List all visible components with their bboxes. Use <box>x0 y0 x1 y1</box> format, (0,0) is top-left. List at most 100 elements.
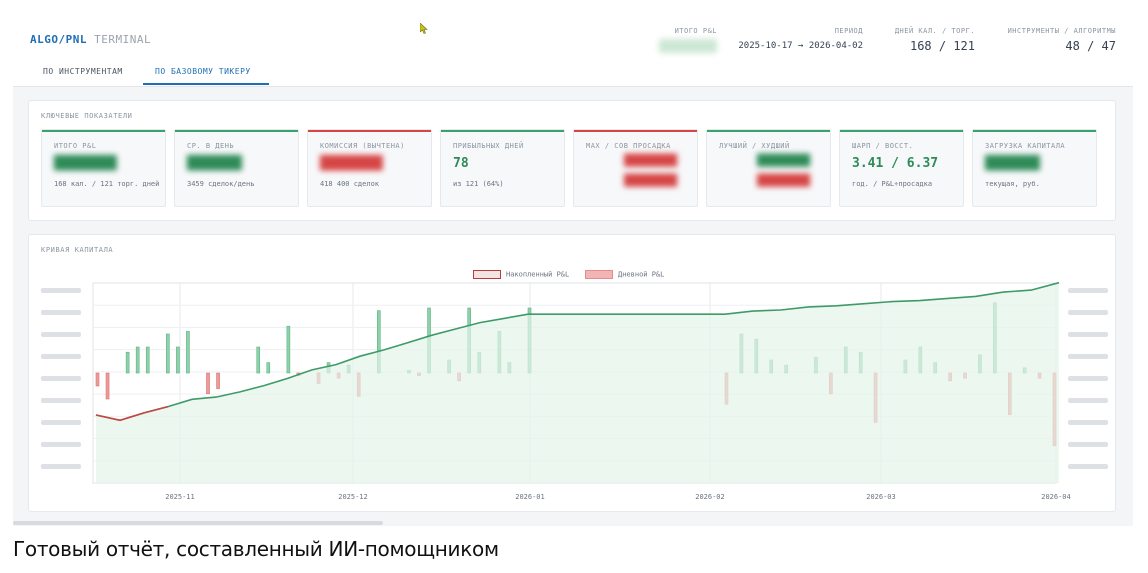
y-tick-left-blurred <box>41 376 81 381</box>
kpi-label: ПРИБЫЛЬНЫХ ДНЕЙ <box>453 142 524 150</box>
kpi-label: КОМИССИЯ (ВЫЧТЕНА) <box>320 142 405 150</box>
image-caption: Готовый отчёт, составленный ИИ-помощнико… <box>13 537 499 561</box>
y-tick-right-blurred <box>1068 420 1108 425</box>
instruments-value: 48 / 47 <box>1065 39 1116 53</box>
legend-label-cumulative: Накопленный P&L <box>506 270 570 279</box>
kpi-subtext: из 121 (64%) <box>453 180 504 188</box>
tab-by-base-ticker[interactable]: ПО БАЗОВОМУ ТИКЕРУ <box>155 67 251 76</box>
x-tick-label: 2026-02 <box>695 493 725 501</box>
y-tick-right-blurred <box>1068 442 1108 447</box>
y-tick-left-blurred <box>41 354 81 359</box>
days-label: ДНЕЙ КАЛ. / ТОРГ. <box>894 27 975 35</box>
legend-daily[interactable]: Дневной P&L <box>585 270 664 279</box>
cumulative-pnl-line-negative <box>95 405 169 422</box>
y-tick-right-blurred <box>1068 464 1108 469</box>
kpi-subtext: 168 кал. / 121 торг. дней <box>54 180 160 188</box>
y-tick-right-blurred <box>1068 310 1108 315</box>
horizontal-scrollbar[interactable] <box>13 521 383 525</box>
legend-label-daily: Дневной P&L <box>618 270 665 279</box>
daily-pnl-bar <box>206 372 210 395</box>
equity-section-title: КРИВАЯ КАПИТАЛА <box>41 246 114 254</box>
kpi-card: ШАРП / ВОССТ. 3.41 / 6.37 год. / P&L÷проса… <box>839 129 964 207</box>
instruments-summary: ИНСТРУМЕНТЫ / АЛГОРИТМЫ 48 / 47 <box>995 27 1116 53</box>
kpi-section-title: КЛЮЧЕВЫЕ ПОКАЗАТЕЛИ <box>41 112 133 120</box>
kpi-accent-bar <box>441 130 564 132</box>
kpi-value: ███████ <box>187 156 242 171</box>
y-tick-right-blurred <box>1068 288 1108 293</box>
kpi-label: СР. В ДЕНЬ <box>187 142 235 150</box>
total-pnl-value: ████████ <box>659 39 717 53</box>
kpi-label: MAX / СОВ ПРОСАДКА <box>586 142 671 150</box>
tab-bar: ПО ИНСТРУМЕНТАМ ПО БАЗОВОМУ ТИКЕРУ <box>13 60 1133 87</box>
daily-pnl-bar <box>145 346 150 374</box>
kpi-card: СР. В ДЕНЬ ███████ 3459 сделок/день <box>174 129 299 207</box>
kpi-accent-bar <box>175 130 298 132</box>
kpi-value-tertiary: ████████ <box>757 174 810 187</box>
total-pnl-label: ИТОГО P&L <box>674 27 717 35</box>
daily-pnl-bar <box>216 372 220 389</box>
daily-pnl-bar <box>105 372 110 400</box>
kpi-value: 78 <box>453 156 469 171</box>
y-tick-right-blurred <box>1068 354 1108 359</box>
x-tick-label: 2026-04 <box>1041 493 1071 501</box>
kpi-card: ИТОГО P&L ████████ 168 кал. / 121 торг. дн… <box>41 129 166 207</box>
y-tick-left-blurred <box>41 398 81 403</box>
kpi-card: ЛУЧШИЙ / ХУДШИЙ ████████ ████████ <box>706 129 831 207</box>
daily-pnl-bar <box>166 333 170 374</box>
period-value: 2025-10-17 → 2026-04-02 <box>738 41 863 51</box>
period-summary: ПЕРИОД 2025-10-17 → 2026-04-02 <box>733 27 863 51</box>
kpi-value: ███████ <box>985 156 1040 171</box>
days-value: 168 / 121 <box>909 39 975 53</box>
y-tick-left-blurred <box>41 420 81 425</box>
kpi-value-tertiary: ████████ <box>624 174 677 187</box>
kpi-card: MAX / СОВ ПРОСАДКА ████████ ████████ <box>573 129 698 207</box>
y-tick-left-blurred <box>41 310 81 315</box>
kpi-accent-bar <box>840 130 963 132</box>
cumulative-pnl-area <box>96 282 1059 483</box>
period-label: ПЕРИОД <box>834 27 863 35</box>
kpi-value-secondary: ████████ <box>624 154 677 167</box>
legend-swatch-daily <box>585 270 613 279</box>
total-pnl-summary: ИТОГО P&L ████████ <box>643 27 717 53</box>
tab-by-instruments[interactable]: ПО ИНСТРУМЕНТАМ <box>43 67 123 76</box>
daily-pnl-bar <box>95 372 100 387</box>
kpi-subtext: 3459 сделок/день <box>187 180 255 188</box>
equity-chart: 2025-11 2025-12 2026-01 2026-02 2026-03 2026-… <box>41 281 1108 501</box>
daily-pnl-bar <box>286 325 291 374</box>
mouse-cursor-icon <box>420 23 428 34</box>
y-tick-right-blurred <box>1068 398 1108 403</box>
legend-cumulative[interactable]: Накопленный P&L <box>473 270 569 279</box>
daily-pnl-bar <box>135 346 140 374</box>
y-tick-right-blurred <box>1068 376 1108 381</box>
daily-pnl-bar <box>256 346 261 374</box>
brand-secondary: TERMINAL <box>94 33 152 46</box>
kpi-accent-bar <box>707 130 830 132</box>
daily-pnl-bar <box>176 346 180 374</box>
kpi-value: 3.41 / 6.37 <box>852 156 939 171</box>
daily-pnl-bar <box>266 362 271 374</box>
kpi-label: ШАРП / ВОССТ. <box>852 142 914 150</box>
x-tick-label: 2025-12 <box>338 493 368 501</box>
kpi-card: ПРИБЫЛЬНЫХ ДНЕЙ 78 из 121 (64%) <box>440 129 565 207</box>
kpi-accent-bar <box>574 130 697 132</box>
kpi-label: ЛУЧШИЙ / ХУДШИЙ <box>719 142 790 150</box>
instruments-label: ИНСТРУМЕНТЫ / АЛГОРИТМЫ <box>1007 27 1116 35</box>
app-logo: ALGO/PNL TERMINAL <box>30 33 151 46</box>
kpi-value: ████████ <box>320 156 383 171</box>
kpi-card: ЗАГРУЗКА КАПИТАЛА ███████ текущая, руб. <box>972 129 1097 207</box>
kpi-value: ████████ <box>54 156 117 171</box>
kpi-subtext: текущая, руб. <box>985 180 1040 188</box>
kpi-accent-bar <box>42 130 165 132</box>
daily-pnl-bar <box>186 331 190 374</box>
brand-primary: ALGO/PNL <box>30 33 87 46</box>
y-tick-left-blurred <box>41 442 81 447</box>
daily-pnl-bar <box>125 351 130 374</box>
days-summary: ДНЕЙ КАЛ. / ТОРГ. 168 / 121 <box>875 27 975 53</box>
kpi-subtext: год. / P&L÷просадка <box>852 180 933 188</box>
kpi-value-secondary: ████████ <box>757 154 810 167</box>
x-tick-label: 2026-03 <box>866 493 896 501</box>
y-tick-right-blurred <box>1068 332 1108 337</box>
x-tick-label: 2026-01 <box>515 493 545 501</box>
y-tick-left-blurred <box>41 288 81 293</box>
kpi-accent-bar <box>973 130 1096 132</box>
